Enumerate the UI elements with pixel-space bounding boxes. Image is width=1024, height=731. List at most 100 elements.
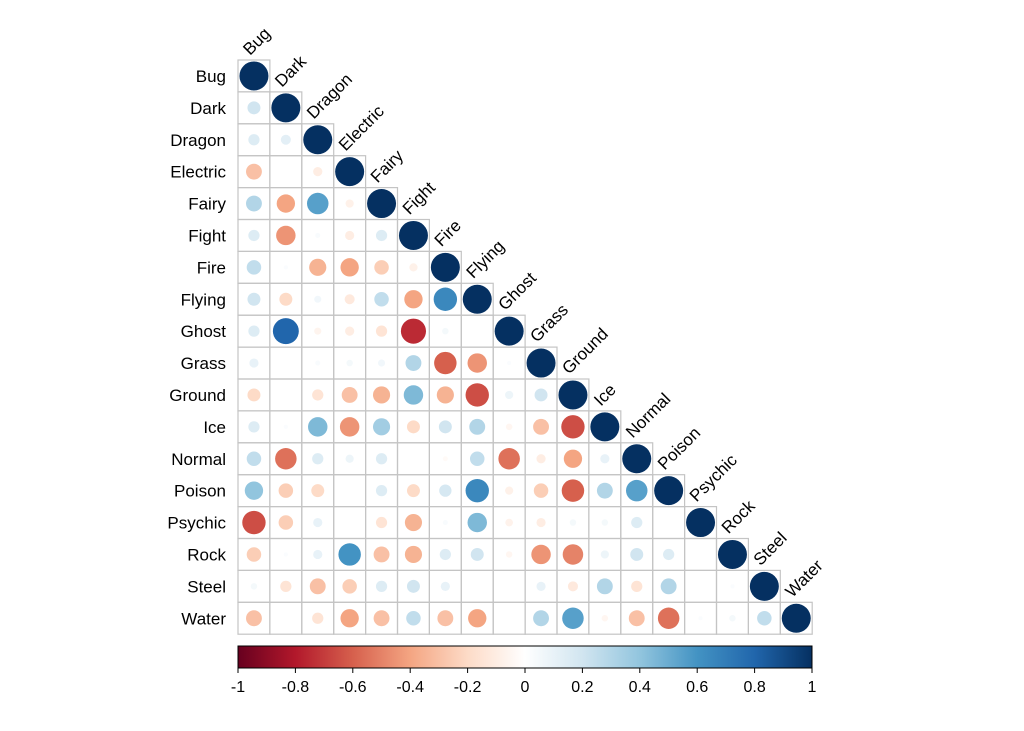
- correlation-circle: [271, 93, 301, 123]
- correlation-circle: [717, 539, 747, 569]
- correlation-circle: [248, 134, 260, 146]
- correlation-circle: [335, 157, 365, 187]
- correlation-circle: [505, 486, 514, 495]
- correlation-circle: [308, 417, 328, 437]
- correlation-circle: [311, 484, 325, 498]
- correlation-circle: [533, 610, 549, 627]
- column-label: Grass: [526, 300, 571, 345]
- colorbar-gradient: [237, 645, 813, 669]
- correlation-circle: [375, 453, 388, 465]
- correlation-circle: [346, 359, 353, 367]
- cell-box: [269, 601, 303, 635]
- correlation-circle: [303, 125, 333, 155]
- correlation-circle: [622, 444, 652, 474]
- correlation-circle: [375, 229, 388, 242]
- correlation-circle: [312, 389, 324, 401]
- correlation-circle: [250, 583, 258, 590]
- correlation-circle: [375, 580, 388, 592]
- correlation-circle: [531, 544, 551, 565]
- colorbar-ticks: -1 -0.8 -0.6 -0.4 -0.2 0 0.2 0.4 0.6 0.8 1: [231, 668, 817, 696]
- correlation-circle: [781, 603, 811, 633]
- correlation-circle: [340, 609, 359, 628]
- correlation-circle: [433, 287, 458, 311]
- correlation-circle: [630, 547, 644, 561]
- correlation-circle: [338, 543, 361, 566]
- correlation-circle: [244, 481, 264, 500]
- correlation-circle: [312, 612, 324, 624]
- correlation-circle: [749, 571, 779, 601]
- correlation-circle: [239, 61, 269, 91]
- column-label: Fairy: [367, 146, 408, 187]
- correlation-circle: [246, 610, 262, 627]
- correlation-circle: [534, 388, 548, 402]
- column-label: Ground: [558, 324, 612, 378]
- correlation-circle: [536, 454, 546, 464]
- cell-box: [492, 569, 526, 603]
- correlation-circle: [249, 358, 259, 368]
- column-label: Fight: [399, 178, 439, 218]
- correlation-circle: [631, 516, 643, 529]
- correlation-circle: [470, 547, 484, 561]
- row-label: Rock: [187, 545, 226, 564]
- correlation-circle: [469, 418, 486, 435]
- correlation-circle: [757, 611, 772, 626]
- column-label: Psychic: [686, 450, 741, 505]
- correlation-circle: [247, 292, 261, 306]
- correlation-circle: [405, 355, 422, 371]
- correlation-circle: [567, 581, 578, 592]
- correlation-circle: [729, 615, 736, 622]
- colorbar-tick-label: 0.8: [743, 679, 765, 696]
- correlation-circle: [654, 476, 684, 506]
- correlation-circle: [686, 508, 716, 538]
- column-label: Dark: [271, 52, 310, 91]
- correlation-circle: [439, 548, 451, 561]
- correlation-circle: [345, 326, 355, 336]
- row-label: Poison: [174, 482, 226, 501]
- correlation-circle: [246, 195, 262, 212]
- colorbar-tick-label: 1: [808, 679, 817, 696]
- colorbar-tick-label: 0.4: [629, 679, 651, 696]
- correlation-circle: [375, 516, 388, 529]
- correlation-circle: [406, 579, 420, 593]
- correlation-circle: [569, 519, 577, 526]
- correlation-circle: [631, 580, 643, 592]
- correlation-circle: [315, 232, 321, 238]
- correlation-circle: [440, 581, 450, 591]
- row-label: Dark: [190, 99, 226, 118]
- correlation-circle: [246, 163, 262, 180]
- row-label: Ground: [169, 386, 226, 405]
- correlation-circle: [439, 484, 452, 497]
- correlation-circle: [434, 351, 457, 375]
- correlation-circle: [373, 546, 390, 563]
- cell-box: [269, 155, 303, 189]
- correlation-circle: [367, 189, 397, 219]
- correlation-circle: [660, 578, 677, 595]
- correlation-circle: [314, 295, 322, 303]
- correlation-circle: [372, 386, 391, 404]
- correlation-circle: [505, 518, 513, 527]
- correlation-circle: [730, 584, 735, 589]
- correlation-circle: [562, 607, 584, 629]
- correlation-circle: [313, 517, 323, 528]
- correlation-circle: [309, 258, 327, 276]
- colorbar-tick-label: 0.6: [686, 679, 708, 696]
- cell-box: [683, 537, 718, 571]
- correlation-circle: [248, 421, 260, 433]
- cell-box: [269, 346, 303, 380]
- row-label: Normal: [171, 450, 226, 469]
- column-label: Water: [782, 556, 827, 601]
- row-label: Ice: [203, 418, 226, 437]
- row-label: Psychic: [167, 514, 226, 533]
- correlation-circle: [442, 327, 449, 335]
- correlation-circle: [404, 290, 423, 309]
- correlation-circle: [276, 194, 296, 213]
- correlation-circle: [536, 517, 546, 528]
- row-label: Fight: [188, 226, 226, 245]
- correlation-circle: [375, 485, 388, 497]
- correlation-circle: [400, 318, 427, 344]
- cell-box: [460, 314, 494, 348]
- colorbar-tick-label: 0.2: [571, 679, 593, 696]
- row-label: Steel: [187, 577, 226, 596]
- correlation-circle: [315, 360, 321, 366]
- correlation-circle: [344, 294, 355, 305]
